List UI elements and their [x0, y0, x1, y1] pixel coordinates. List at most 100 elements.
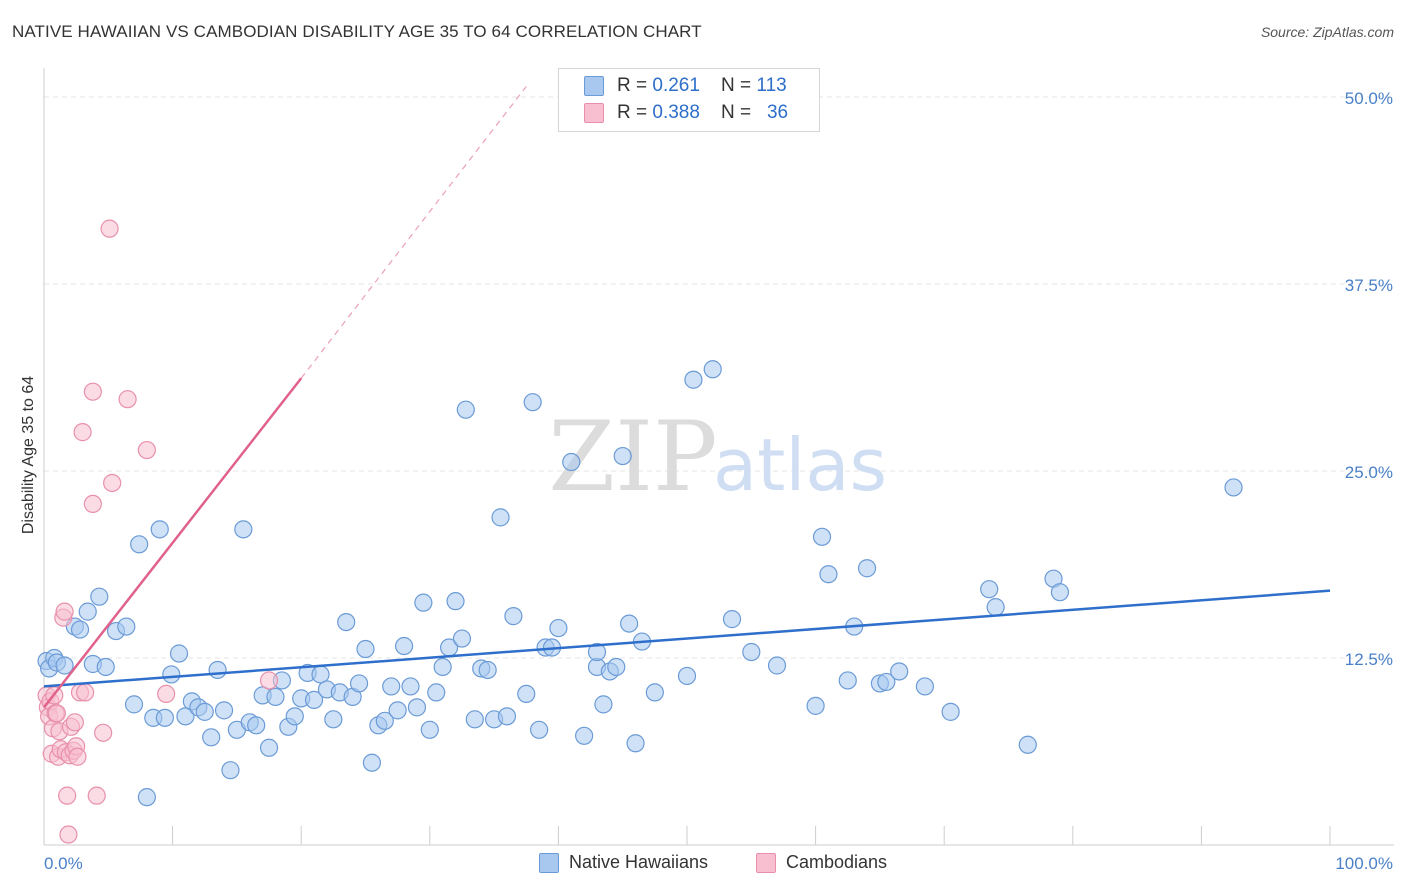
data-point: [202, 728, 221, 747]
data-point: [259, 738, 279, 757]
data-point: [626, 734, 645, 753]
legend-swatch-pink: [584, 103, 604, 123]
data-point: [890, 662, 909, 681]
data-point: [915, 677, 935, 696]
data-point: [382, 677, 401, 696]
data-point: [838, 671, 857, 690]
data-point: [1018, 735, 1037, 754]
legend-n-label: N =: [721, 102, 757, 123]
data-point: [221, 761, 240, 780]
data-point: [980, 580, 999, 599]
data-point: [594, 695, 613, 714]
data-point: [266, 687, 285, 706]
watermark-atlas: atlas: [713, 423, 887, 507]
data-point: [76, 683, 95, 702]
y-tick-label: 50.0%: [1345, 89, 1393, 108]
y-tick-label: 25.0%: [1345, 463, 1393, 482]
data-point: [877, 672, 896, 692]
legend-r-label: R =: [617, 75, 653, 96]
data-point: [388, 701, 407, 720]
data-point: [247, 716, 266, 735]
trend-line-cambodians: [43, 377, 303, 709]
data-point: [137, 788, 156, 807]
data-point: [337, 612, 356, 632]
legend-item-cambodians[interactable]: Cambodians: [756, 852, 887, 873]
data-point: [523, 393, 542, 412]
data-point: [562, 452, 581, 472]
data-point: [703, 360, 722, 379]
data-point: [452, 629, 472, 648]
data-point: [446, 592, 465, 611]
legend-item-native-hawaiians[interactable]: Native Hawaiians: [539, 852, 708, 873]
data-point: [613, 446, 632, 466]
data-point: [195, 702, 214, 721]
data-point: [73, 423, 92, 442]
legend-text: R = 0.261 N = 113: [617, 75, 787, 97]
data-point: [456, 400, 475, 419]
data-point: [117, 617, 136, 636]
data-point: [176, 707, 195, 726]
grid-lines: [44, 96, 1394, 659]
data-point: [83, 494, 102, 514]
data-point: [812, 527, 832, 546]
data-point: [234, 520, 253, 539]
data-point: [375, 711, 394, 730]
data-point: [83, 382, 102, 401]
series-legend: Native Hawaiians Cambodians: [0, 852, 1406, 876]
data-point: [722, 610, 742, 629]
series-cambodians: [37, 219, 279, 844]
x-tick-label: 0.0%: [44, 854, 83, 873]
tick-labels: 12.5% 25.0% 37.5% 50.0% 0.0% 100.0%: [44, 89, 1393, 873]
legend-n-value: 113: [756, 75, 787, 96]
data-point: [857, 559, 877, 578]
data-point: [941, 702, 960, 721]
data-point: [304, 690, 324, 709]
data-point: [78, 602, 97, 621]
data-point: [96, 657, 115, 677]
data-point: [620, 614, 639, 633]
data-point: [575, 726, 594, 745]
data-point: [517, 684, 536, 704]
legend-text: R = 0.388 N = 36: [617, 102, 788, 124]
data-point: [394, 636, 414, 656]
data-point: [94, 723, 113, 742]
data-point: [124, 695, 144, 714]
legend-r-value: 0.261: [652, 75, 700, 96]
data-point: [103, 473, 122, 493]
data-point: [169, 644, 189, 663]
legend-swatch-blue: [584, 76, 604, 96]
data-point: [530, 720, 549, 739]
data-point: [587, 642, 607, 662]
y-tick-label: 12.5%: [1345, 650, 1393, 669]
trend-extension-cambodians: [300, 86, 527, 379]
data-point: [58, 786, 77, 805]
legend-n-label: N =: [721, 75, 757, 96]
data-point: [214, 701, 234, 720]
data-point: [478, 660, 497, 680]
data-point: [362, 753, 382, 772]
data-point: [819, 565, 838, 584]
legend-label: Cambodians: [786, 852, 888, 872]
legend-swatch-pink: [756, 852, 776, 873]
data-point: [645, 683, 664, 702]
data-point: [130, 535, 149, 554]
data-point: [407, 698, 427, 717]
data-point: [47, 704, 66, 723]
data-point: [742, 642, 761, 662]
data-point: [767, 656, 787, 675]
data-point: [118, 390, 137, 409]
data-point: [549, 618, 568, 638]
data-point: [162, 665, 181, 684]
series-native-hawaiians: [37, 360, 1243, 807]
data-point: [806, 696, 825, 715]
data-point: [1050, 583, 1070, 602]
data-point: [677, 666, 697, 686]
data-point: [491, 508, 510, 527]
data-point: [100, 219, 119, 238]
data-point: [70, 620, 90, 639]
data-point: [208, 660, 227, 680]
data-point: [55, 656, 74, 675]
data-point: [87, 786, 106, 805]
trend-lines: [43, 86, 1331, 709]
